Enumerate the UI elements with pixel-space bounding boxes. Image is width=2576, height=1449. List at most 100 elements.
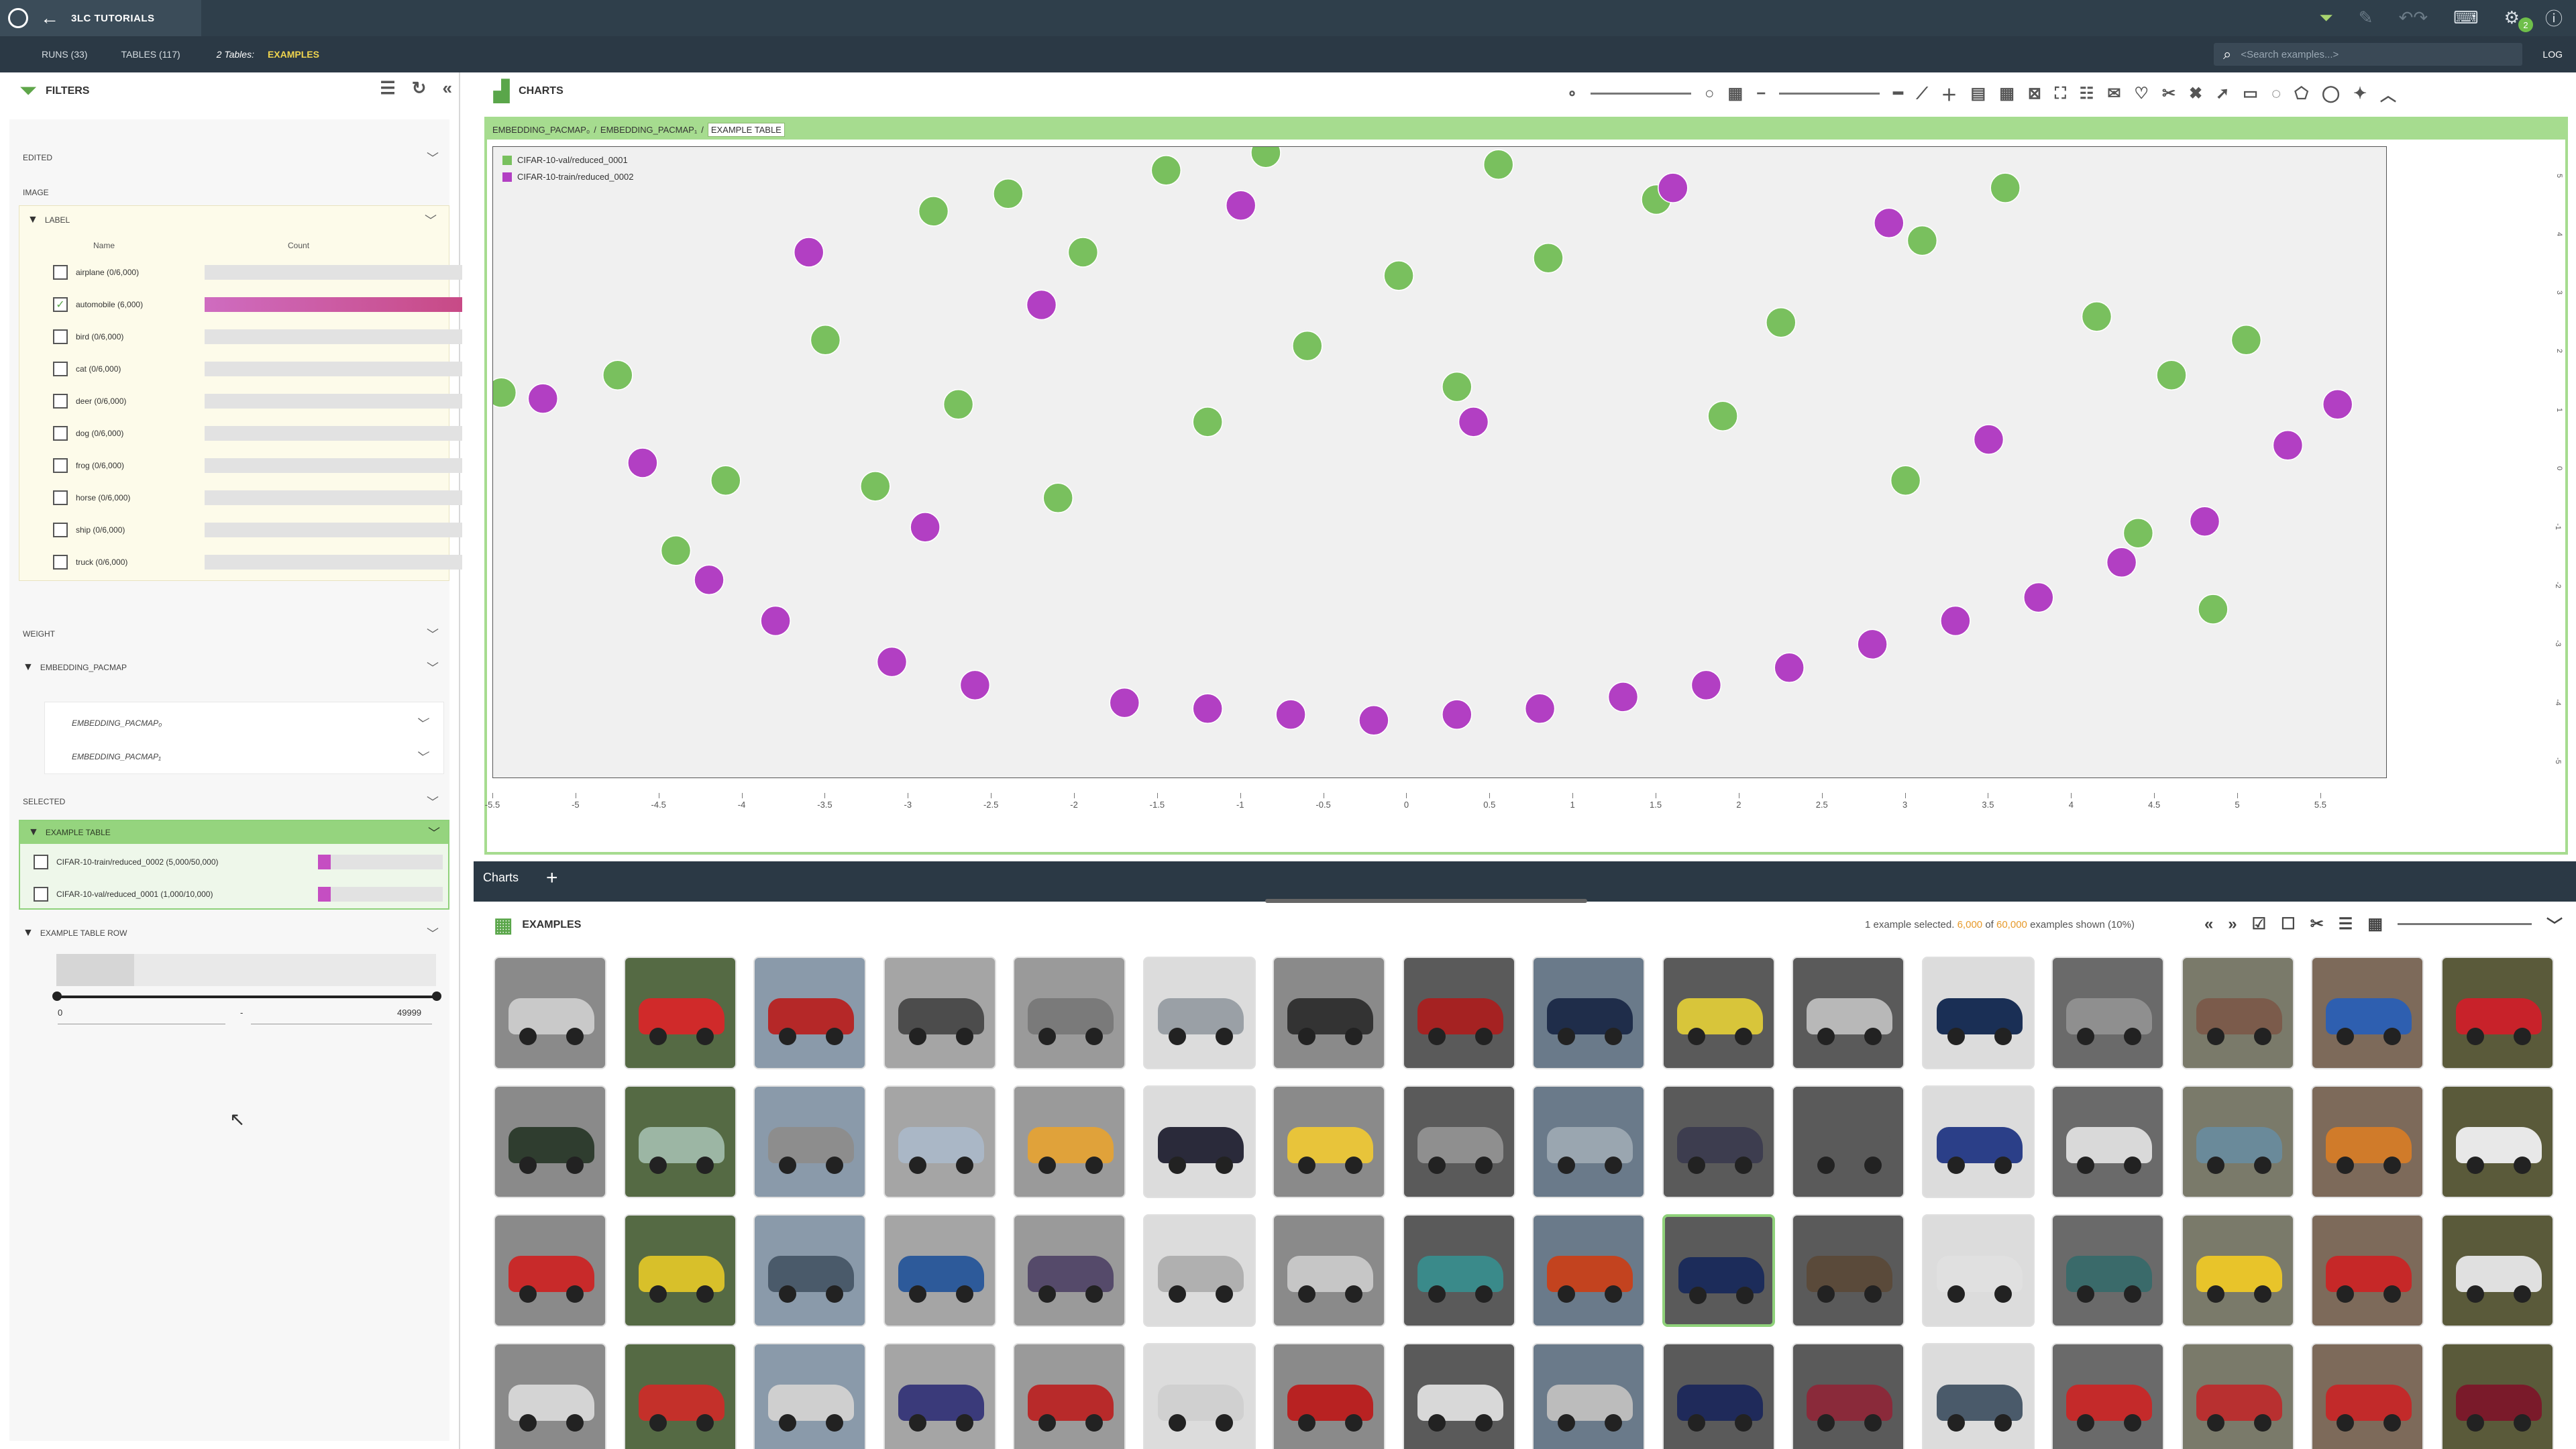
label-filter-item[interactable]: ship (0/6,000) [53,520,462,540]
example-thumbnail[interactable] [883,957,996,1069]
val-data-point[interactable] [860,471,891,502]
active-table-label[interactable]: EXAMPLES [267,49,319,60]
example-thumbnail[interactable] [1402,1214,1515,1327]
val-data-point[interactable] [1192,407,1223,437]
val-data-point[interactable] [2123,517,2154,549]
val-data-point[interactable] [993,178,1024,209]
label-filter-item[interactable]: cat (0/6,000) [53,359,462,379]
val-data-point[interactable] [2081,301,2112,332]
train-data-point[interactable] [1690,669,1722,701]
example-thumbnail[interactable] [1273,1214,1385,1327]
example-thumbnail[interactable] [1921,1214,2035,1327]
filter-embedding-x[interactable]: EMBEDDING_PACMAP₀ ﹀ [72,713,434,733]
train-data-point[interactable] [1442,699,1472,730]
train-data-point[interactable] [627,447,658,478]
val-data-point[interactable] [2156,360,2187,390]
val-data-point[interactable] [1533,242,1564,274]
example-thumbnail[interactable] [1792,1214,1904,1327]
example-thumbnail[interactable] [753,1343,866,1449]
example-thumbnail[interactable] [883,1214,996,1327]
filter-embedding-y[interactable]: EMBEDDING_PACMAP₁ ﹀ [72,747,434,767]
example-thumbnail[interactable] [1662,1214,1775,1327]
checkbox[interactable] [53,362,68,376]
example-thumbnail[interactable] [1792,1343,1904,1449]
favorite-icon[interactable]: ♡ [2134,85,2149,103]
example-thumbnail[interactable] [1142,1214,1256,1327]
point-size-large-icon[interactable]: ○ [1705,84,1715,103]
tab-runs[interactable]: RUNS (33) [42,49,88,60]
val-data-point[interactable] [1890,465,1921,496]
train-data-point[interactable] [1026,289,1057,321]
label-filter-item[interactable]: bird (0/6,000) [53,327,462,347]
train-data-point[interactable] [1607,682,1639,712]
info-icon[interactable]: ⓘ [2544,9,2563,29]
polygon-select-icon[interactable]: ⬠ [2294,85,2309,103]
val-data-point[interactable] [1766,307,1796,338]
example-thumbnail[interactable] [1921,1085,2035,1198]
train-data-point[interactable] [2272,430,2304,461]
legend-item-val[interactable]: CIFAR-10-val/reduced_0001 [502,155,633,165]
undo-redo-icon[interactable]: ↶↷ [2398,7,2428,28]
val-data-point[interactable] [1483,149,1514,180]
train-data-point[interactable] [1458,407,1489,437]
expand-triangle-icon[interactable]: ▼ [23,927,34,938]
example-thumbnail[interactable] [2440,1085,2554,1198]
example-thumbnail[interactable] [1402,1343,1515,1449]
app-logo-icon[interactable] [8,8,28,28]
rect-select-icon[interactable]: ▭ [2243,85,2258,103]
train-data-point[interactable] [760,605,791,637]
example-thumbnail[interactable] [1532,1343,1645,1449]
label-filter-item[interactable]: frog (0/6,000) [53,455,462,476]
example-thumbnail[interactable] [2311,957,2424,1069]
chevron-down-icon[interactable]: ﹀ [427,661,439,675]
example-thumbnail[interactable] [1142,957,1256,1069]
checkbox[interactable] [53,329,68,344]
circle-select-icon[interactable]: ◯ [2322,85,2340,103]
train-data-point[interactable] [1358,705,1389,736]
reset-filters-icon[interactable]: ↻ [411,78,427,98]
last-page-icon[interactable]: » [2228,914,2237,933]
train-data-point[interactable] [2322,389,2353,420]
example-thumbnail[interactable] [2051,1085,2164,1198]
train-data-point[interactable] [1874,207,1904,239]
example-thumbnail[interactable] [2440,1343,2554,1449]
checkbox[interactable] [53,265,68,280]
example-table-filter-item[interactable]: CIFAR-10-train/reduced_0002 (5,000/50,00… [34,852,449,872]
example-thumbnail[interactable] [623,957,737,1069]
add-tab-button[interactable]: + [546,867,558,889]
checkbox[interactable] [53,523,68,537]
row-range-max[interactable]: 49999 [397,1008,422,1018]
train-data-point[interactable] [1109,687,1140,718]
chevron-down-icon[interactable]: ﹀ [427,152,439,165]
example-thumbnail[interactable] [1792,957,1904,1069]
example-thumbnail[interactable] [494,1085,606,1198]
checkbox[interactable] [53,490,68,505]
example-thumbnail[interactable] [1662,1343,1775,1449]
example-thumbnail[interactable] [1273,1343,1385,1449]
train-data-point[interactable] [527,383,559,414]
search-input[interactable]: ⌕ <Search examples...> [2214,43,2522,66]
label-filter-item[interactable]: truck (0/6,000) [53,552,462,572]
chevron-down-icon[interactable]: ﹀ [428,826,440,840]
example-thumbnail[interactable] [494,1343,606,1449]
filter-label-header[interactable]: ▼ LABEL ﹀ [28,210,443,230]
example-thumbnail[interactable] [1792,1085,1904,1198]
magic-wand-icon[interactable]: ✦ [2353,85,2367,103]
expand-triangle-icon[interactable]: ▼ [23,661,34,673]
example-thumbnail[interactable] [2181,1085,2294,1198]
label-filter-item[interactable]: dog (0/6,000) [53,423,462,443]
example-thumbnail[interactable] [2311,1214,2424,1327]
breadcrumb-x-axis[interactable]: EMBEDDING_PACMAP₀ [492,124,590,135]
filter-selected[interactable]: SELECTED ﹀ [23,792,445,812]
grid-view-icon[interactable]: ▦ [1999,85,2015,103]
example-thumbnail[interactable] [623,1214,737,1327]
example-thumbnail[interactable] [2440,957,2554,1069]
select-all-icon[interactable]: ☑ [2251,915,2267,933]
train-data-point[interactable] [959,669,991,701]
clear-icon[interactable]: ⊠ [2027,85,2041,103]
project-title[interactable]: 3LC TUTORIALS [71,12,155,24]
checkbox[interactable] [53,555,68,570]
filter-image[interactable]: IMAGE [23,182,445,203]
deselect-icon[interactable]: ☐ [2281,915,2296,933]
legend-item-train[interactable]: CIFAR-10-train/reduced_0002 [502,172,633,182]
